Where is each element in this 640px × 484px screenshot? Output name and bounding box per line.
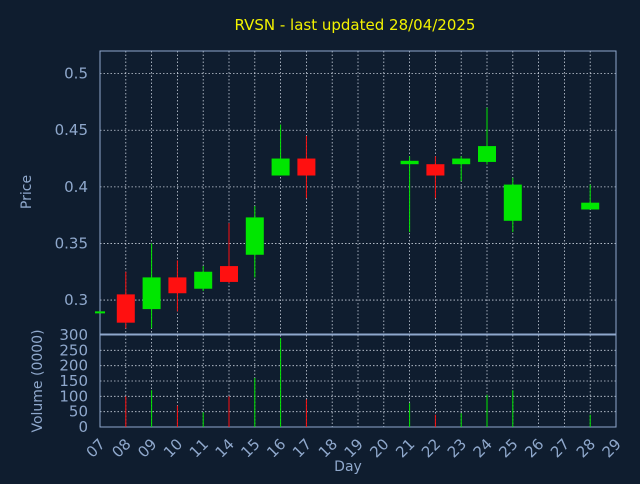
x-tick-label: 21 <box>392 435 418 461</box>
volume-tick-label: 100 <box>59 387 88 405</box>
x-tick-labels: 07 08 09 10 11 14 15 16 17 18 19 20 21 22 23 24 25 26 27 28… <box>83 435 625 461</box>
volume-tick-label: 250 <box>59 341 88 359</box>
volume-bars <box>125 338 591 427</box>
x-tick-label: 14 <box>212 435 238 461</box>
candle-body-11 <box>194 271 213 289</box>
x-tick-label: 22 <box>418 435 444 461</box>
volume-tick-label: 50 <box>69 403 88 421</box>
x-tick-label: 15 <box>237 435 263 461</box>
price-tick-label: 0.35 <box>55 234 88 252</box>
x-tick-label: 07 <box>83 435 109 461</box>
candle-body-16 <box>271 158 290 176</box>
candle-body-23 <box>452 158 471 165</box>
volume-axis-label: Volume (0000) <box>30 329 46 432</box>
price-tick-label: 0.45 <box>55 121 88 139</box>
candle-body-09 <box>142 277 161 310</box>
candle-body-22 <box>426 164 445 176</box>
candle-body-24 <box>478 146 496 162</box>
plot-frames <box>99 50 617 428</box>
candle-body-10 <box>168 277 187 294</box>
x-tick-label: 17 <box>289 435 315 461</box>
candle-body-07 <box>95 311 105 314</box>
x-tick-label: 26 <box>521 435 547 461</box>
x-tick-label: 18 <box>315 435 341 461</box>
x-tick-label: 16 <box>263 435 289 461</box>
volume-tick-label: 300 <box>59 326 88 344</box>
price-candles <box>95 107 600 329</box>
x-tick-label: 09 <box>134 435 160 461</box>
x-tick-label: 23 <box>444 435 470 461</box>
x-tick-label: 20 <box>366 435 392 461</box>
price-plot-frame <box>99 50 617 335</box>
x-tick-label: 08 <box>108 435 134 461</box>
candle-body-28 <box>581 202 600 210</box>
candle-body-08 <box>116 294 135 323</box>
volume-tick-label: 200 <box>59 357 88 375</box>
x-tick-label: 28 <box>573 435 599 461</box>
grid-lines <box>100 51 616 427</box>
candle-body-17 <box>297 158 316 176</box>
volume-tick-label: 0 <box>78 418 88 436</box>
x-tick-label: 11 <box>186 435 212 461</box>
candle-body-14 <box>220 266 238 282</box>
x-tick-label: 25 <box>495 435 521 461</box>
candle-body-21 <box>400 160 419 165</box>
x-tick-label: 27 <box>547 435 573 461</box>
x-axis-label: Day <box>334 459 362 475</box>
candle-body-15 <box>245 217 264 255</box>
price-tick-label: 0.5 <box>64 65 88 83</box>
x-tick-label: 29 <box>599 435 625 461</box>
x-tick-label: 24 <box>470 435 496 461</box>
x-tick-label: 19 <box>341 435 367 461</box>
candle-body-25 <box>503 184 522 221</box>
price-tick-label: 0.3 <box>64 291 88 309</box>
volume-tick-label: 150 <box>59 372 88 390</box>
volume-plot-frame <box>99 334 617 428</box>
x-tick-label: 10 <box>160 435 186 461</box>
price-axis-label: Price <box>19 175 35 209</box>
chart-title: RVSN - last updated 28/04/2025 <box>235 16 476 34</box>
price-tick-label: 0.4 <box>64 178 88 196</box>
